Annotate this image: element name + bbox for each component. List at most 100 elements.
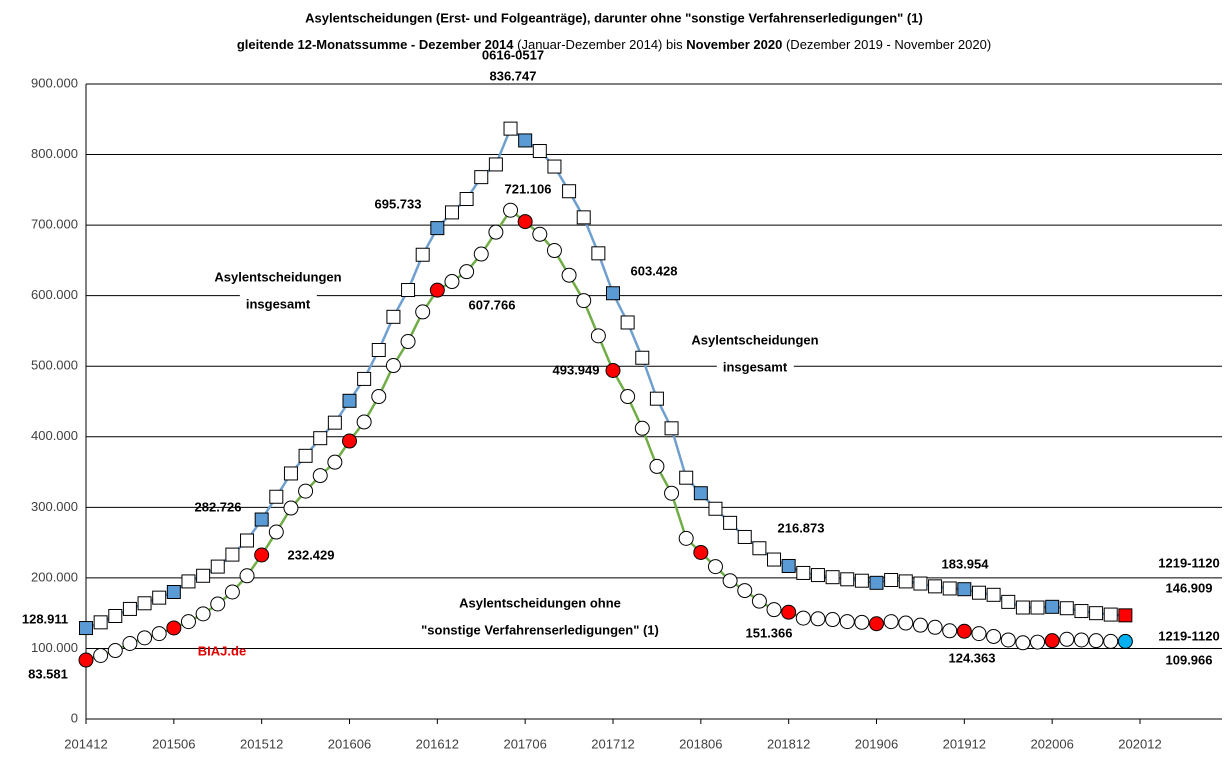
period-label: 1219-1120	[1158, 555, 1219, 570]
marker	[503, 202, 519, 218]
annotation: Asylentscheidungen ohne	[459, 595, 621, 610]
marker	[942, 623, 958, 639]
marker	[693, 544, 709, 560]
marker	[562, 184, 577, 199]
value-label: 603.428	[631, 263, 678, 278]
y-tick-label: 500.000	[31, 358, 78, 373]
y-tick-label: 0	[71, 710, 78, 725]
value-label: 282.726	[195, 499, 242, 514]
marker	[356, 414, 372, 430]
marker	[400, 334, 416, 350]
marker	[606, 286, 620, 301]
marker	[429, 282, 445, 298]
marker	[517, 214, 533, 230]
marker	[298, 483, 314, 499]
marker	[122, 601, 137, 616]
subtitle-part: November 2020	[686, 37, 782, 52]
marker	[1117, 633, 1133, 649]
marker	[518, 133, 533, 148]
marker	[927, 619, 943, 635]
marker	[795, 610, 811, 626]
marker	[591, 246, 606, 261]
marker	[751, 593, 767, 609]
value-label: 607.766	[469, 297, 516, 312]
chart-subtitle: gleitende 12-Monatssumme - Dezember 2014…	[237, 37, 991, 52]
marker	[1044, 633, 1060, 649]
y-tick-label: 600.000	[31, 287, 78, 302]
marker	[605, 362, 621, 378]
marker	[869, 616, 884, 632]
marker	[93, 615, 108, 630]
marker	[532, 144, 547, 159]
marker	[415, 247, 430, 262]
marker	[928, 579, 943, 594]
value-label: 146.909	[1166, 580, 1213, 595]
marker	[107, 643, 123, 659]
marker	[649, 391, 664, 406]
marker	[766, 602, 782, 618]
marker	[313, 431, 328, 446]
marker	[298, 448, 313, 463]
marker	[679, 470, 694, 485]
y-tick-label: 900.000	[31, 75, 78, 90]
marker	[854, 573, 869, 588]
subtitle-part: gleitende 12-Monatssumme - Dezember 2014	[237, 37, 514, 52]
annotation: insgesamt	[246, 296, 311, 311]
marker	[781, 604, 797, 620]
marker	[971, 626, 987, 642]
marker	[108, 608, 123, 623]
marker	[883, 614, 899, 630]
value-label: 493.949	[553, 362, 600, 377]
marker	[488, 224, 504, 240]
x-tick-label: 202012	[1118, 736, 1161, 751]
annotation-bg	[239, 294, 317, 314]
period-label: 1219-1120	[1158, 628, 1219, 643]
marker	[693, 486, 708, 501]
marker	[166, 620, 182, 636]
subtitle-part: (Januar-Dezember 2014) bis	[514, 37, 687, 52]
x-tick-label: 201606	[328, 736, 371, 751]
marker	[327, 454, 343, 470]
marker	[459, 192, 474, 207]
annotation: "sonstige Verfahrenserledigungen" (1)	[421, 622, 659, 637]
marker	[195, 606, 211, 622]
value-label: 216.873	[778, 520, 825, 535]
marker	[561, 267, 577, 283]
marker	[649, 458, 665, 474]
marker	[986, 628, 1002, 644]
marker	[268, 524, 284, 540]
marker	[1059, 631, 1075, 647]
marker	[620, 315, 635, 330]
marker	[854, 614, 870, 630]
marker	[78, 652, 94, 668]
marker	[737, 529, 752, 544]
value-label: 232.429	[288, 547, 335, 562]
marker	[723, 515, 738, 530]
marker	[664, 485, 680, 501]
value-label: 183.954	[942, 556, 990, 571]
marker	[415, 304, 431, 320]
marker	[79, 621, 93, 636]
marker	[181, 574, 196, 589]
period-label: 0616-0517	[482, 47, 544, 62]
annotation: Asylentscheidungen	[691, 332, 818, 347]
subtitle-part: (Dezember 2019 - November 2020)	[782, 37, 991, 52]
annotation-bg	[453, 593, 627, 613]
marker	[444, 274, 460, 290]
marker	[707, 559, 723, 575]
marker	[1000, 632, 1016, 648]
marker	[840, 572, 855, 587]
marker	[986, 587, 1001, 602]
x-tick-label: 201806	[679, 736, 722, 751]
marker	[1015, 600, 1030, 615]
marker	[1015, 635, 1031, 651]
marker	[386, 309, 401, 324]
marker	[488, 157, 503, 172]
marker	[547, 159, 562, 174]
marker	[752, 541, 767, 556]
source-label: BIAJ.de	[198, 643, 246, 658]
marker	[444, 205, 459, 220]
y-tick-label: 200.000	[31, 569, 78, 584]
marker	[152, 590, 167, 605]
marker	[898, 574, 913, 589]
